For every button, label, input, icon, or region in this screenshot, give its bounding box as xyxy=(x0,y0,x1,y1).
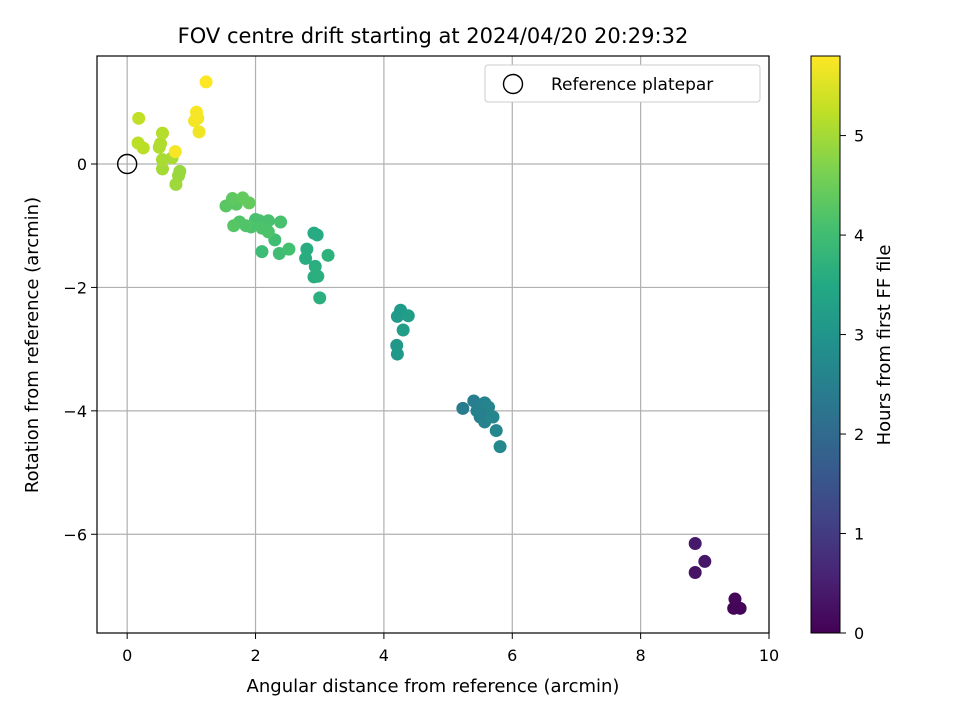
data-point xyxy=(401,309,415,323)
colorbar-ticks: 0 1 2 3 4 5 xyxy=(840,127,864,643)
data-point xyxy=(489,424,503,438)
data-point xyxy=(311,269,325,283)
data-point xyxy=(299,251,313,265)
data-point xyxy=(169,177,183,191)
colorbar-tick-label: 3 xyxy=(854,326,864,345)
colorbar-gradient xyxy=(810,55,841,634)
colorbar-label: Hours from first FF file xyxy=(874,245,895,446)
data-point xyxy=(321,248,335,262)
data-point xyxy=(261,225,275,239)
colorbar-tick-label: 4 xyxy=(854,226,864,245)
chart-title: FOV centre drift starting at 2024/04/20 … xyxy=(178,24,689,48)
colorbar-tick-label: 1 xyxy=(854,525,864,544)
x-tick-label: 0 xyxy=(122,646,132,665)
data-point xyxy=(728,592,742,606)
x-tick-label: 10 xyxy=(759,646,779,665)
x-tick-label: 8 xyxy=(636,646,646,665)
legend-reference-marker xyxy=(502,73,524,95)
data-point xyxy=(467,394,481,408)
colorbar-tick-label: 5 xyxy=(854,127,864,146)
data-point xyxy=(199,75,213,89)
data-point xyxy=(132,111,146,125)
data-point xyxy=(189,105,203,119)
plot-frame xyxy=(96,55,770,634)
data-point xyxy=(242,196,256,210)
data-point xyxy=(390,347,404,361)
data-point xyxy=(155,153,169,167)
data-point xyxy=(308,259,322,273)
x-tick-label: 2 xyxy=(250,646,260,665)
data-point xyxy=(192,125,206,139)
legend: Reference platepar xyxy=(484,64,761,103)
data-point xyxy=(493,440,507,454)
y-tick-label: −2 xyxy=(63,278,87,297)
data-point xyxy=(282,242,296,256)
data-point xyxy=(155,162,169,176)
data-point xyxy=(136,141,150,155)
colorbar-tick-label: 2 xyxy=(854,425,864,444)
data-point xyxy=(227,219,241,233)
x-axis-label: Angular distance from reference (arcmin) xyxy=(247,676,620,697)
x-tick-label: 6 xyxy=(507,646,517,665)
y-tick-label: 0 xyxy=(77,155,87,174)
data-point xyxy=(274,215,288,229)
data-point xyxy=(255,245,269,259)
y-tick-label: −6 xyxy=(63,525,87,544)
colorbar: 0 1 2 3 4 5 Hours from first FF file xyxy=(810,55,895,643)
reference-platepar-marker xyxy=(116,153,138,175)
colorbar-tick-label: 0 xyxy=(854,624,864,643)
x-tick-label: 4 xyxy=(379,646,389,665)
grid-lines xyxy=(97,56,770,633)
data-point xyxy=(155,126,169,140)
data-point xyxy=(688,537,702,551)
x-axis-ticks: 0 2 4 6 8 10 xyxy=(122,633,779,665)
data-point xyxy=(456,401,470,415)
data-point xyxy=(225,192,239,206)
data-point xyxy=(396,323,410,337)
data-point xyxy=(688,566,702,580)
data-point xyxy=(473,407,487,421)
data-point xyxy=(486,410,500,424)
y-tick-label: −4 xyxy=(63,402,87,421)
data-point xyxy=(310,228,324,242)
data-point xyxy=(698,554,712,568)
y-axis-label: Rotation from reference (arcmin) xyxy=(22,197,43,493)
data-point xyxy=(168,145,182,159)
legend-box xyxy=(484,64,761,103)
data-point xyxy=(313,291,327,305)
data-point xyxy=(154,137,168,151)
y-axis-ticks: 0 −2 −4 −6 xyxy=(63,155,97,544)
data-points xyxy=(131,75,747,615)
legend-reference-label: Reference platepar xyxy=(551,75,713,95)
